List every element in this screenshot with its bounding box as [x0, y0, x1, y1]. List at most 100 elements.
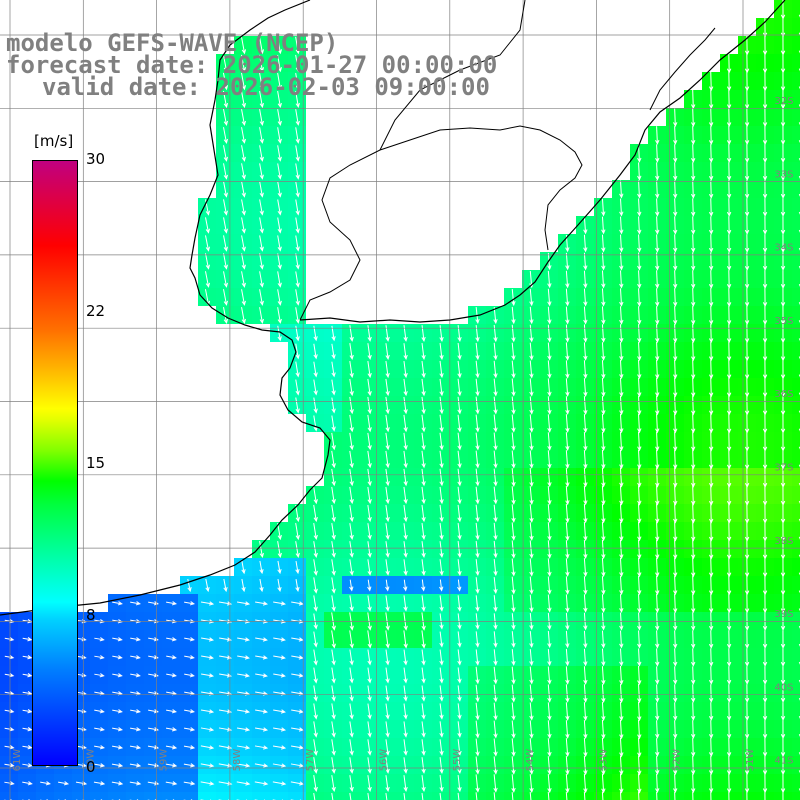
wind-arrow: [637, 449, 642, 470]
wind-arrow: [583, 396, 588, 416]
wind-arrow: [367, 649, 372, 666]
wind-arrow: [295, 54, 300, 73]
wind-arrow: [277, 560, 282, 575]
wind-arrow: [691, 773, 696, 794]
wind-arrow: [493, 702, 498, 721]
wind-arrow: [708, 395, 714, 416]
wind-arrow: [691, 738, 696, 758]
wind-arrow: [255, 673, 268, 678]
wind-arrow: [708, 773, 714, 794]
wind-arrow: [547, 702, 552, 721]
wind-arrow: [475, 559, 480, 577]
wind-arrow: [385, 378, 390, 397]
wind-arrow: [655, 306, 660, 325]
wind-arrow: [655, 270, 660, 289]
wind-arrow: [708, 684, 714, 703]
wind-arrow: [780, 198, 786, 217]
wind-arrow: [439, 703, 444, 720]
wind-arrow: [313, 523, 318, 541]
wind-arrow: [273, 601, 286, 606]
wind-speed-cell: [792, 378, 800, 396]
wind-arrow: [744, 288, 750, 308]
wind-arrow: [439, 775, 444, 793]
wind-arrow: [583, 540, 588, 560]
wind-arrow: [403, 685, 408, 702]
wind-arrow: [601, 216, 606, 235]
wind-arrow: [655, 575, 660, 596]
wind-arrow: [655, 252, 660, 271]
wind-arrow: [691, 270, 696, 289]
wind-arrow: [547, 791, 550, 800]
wind-arrow: [295, 541, 300, 558]
wind-arrow: [708, 521, 714, 542]
wind-arrow: [726, 666, 732, 685]
wind-arrow: [112, 673, 123, 678]
wind-arrow: [691, 503, 696, 524]
wind-arrow: [547, 270, 552, 289]
wind-arrow: [241, 289, 246, 306]
wind-arrow: [385, 559, 390, 576]
wind-arrow: [295, 504, 300, 523]
wind-arrow: [565, 540, 570, 559]
wind-arrow: [93, 763, 106, 768]
wind-arrow: [547, 594, 552, 613]
wind-arrow: [475, 756, 480, 775]
wind-arrow: [148, 709, 159, 714]
wind-arrow: [200, 601, 215, 606]
wind-arrow: [746, 791, 748, 800]
wind-arrow: [529, 540, 534, 559]
wind-arrow: [601, 594, 606, 613]
wind-arrow: [708, 593, 714, 614]
wind-arrow: [255, 601, 269, 606]
wind-arrow: [601, 558, 606, 578]
wind-arrow: [439, 450, 444, 469]
wind-arrow: [619, 234, 624, 253]
wind-arrow: [493, 504, 498, 523]
wind-arrow: [637, 270, 642, 289]
wind-arrow: [780, 288, 786, 308]
wind-speed-cell: [792, 756, 800, 774]
wind-arrow: [565, 324, 570, 343]
wind-arrow: [673, 648, 678, 667]
wind-arrow: [493, 738, 498, 757]
wind-arrow: [655, 702, 660, 721]
wind-arrow: [529, 649, 534, 667]
wind-arrow: [385, 468, 390, 487]
wind-arrow: [744, 720, 750, 740]
wind-arrow: [241, 127, 246, 144]
wind-arrow: [655, 774, 660, 794]
wind-arrow: [601, 773, 606, 794]
wind-arrow: [674, 791, 676, 800]
wind-arrow: [259, 54, 265, 73]
wind-arrow: [601, 719, 606, 740]
wind-arrow: [619, 594, 624, 614]
wind-arrow: [529, 396, 534, 415]
wind-speed-cell: [792, 90, 800, 108]
wind-arrow: [201, 637, 215, 642]
wind-arrow: [457, 579, 462, 592]
wind-speed-cell: [792, 702, 800, 720]
wind-arrow: [690, 648, 696, 667]
wind-arrow: [331, 577, 336, 594]
wind-arrow: [367, 612, 372, 631]
wind-arrow: [241, 90, 247, 109]
wind-arrow: [218, 601, 233, 606]
wind-arrow: [511, 756, 516, 775]
wind-arrow: [475, 738, 480, 757]
wind-arrow: [511, 684, 516, 703]
wind-arrow: [762, 234, 768, 253]
wind-arrow: [421, 396, 426, 415]
wind-arrow: [511, 792, 514, 800]
wind-arrow: [254, 745, 269, 750]
wind-arrow: [655, 720, 660, 739]
wind-arrow: [762, 270, 768, 289]
wind-arrow: [708, 467, 714, 488]
wind-arrow: [295, 343, 300, 360]
wind-speed-cell: [792, 720, 800, 738]
wind-arrow: [673, 216, 678, 235]
wind-arrow: [457, 631, 462, 648]
wind-speed-cell: [792, 180, 800, 198]
wind-arrow: [601, 378, 606, 398]
wind-arrow: [439, 523, 444, 541]
